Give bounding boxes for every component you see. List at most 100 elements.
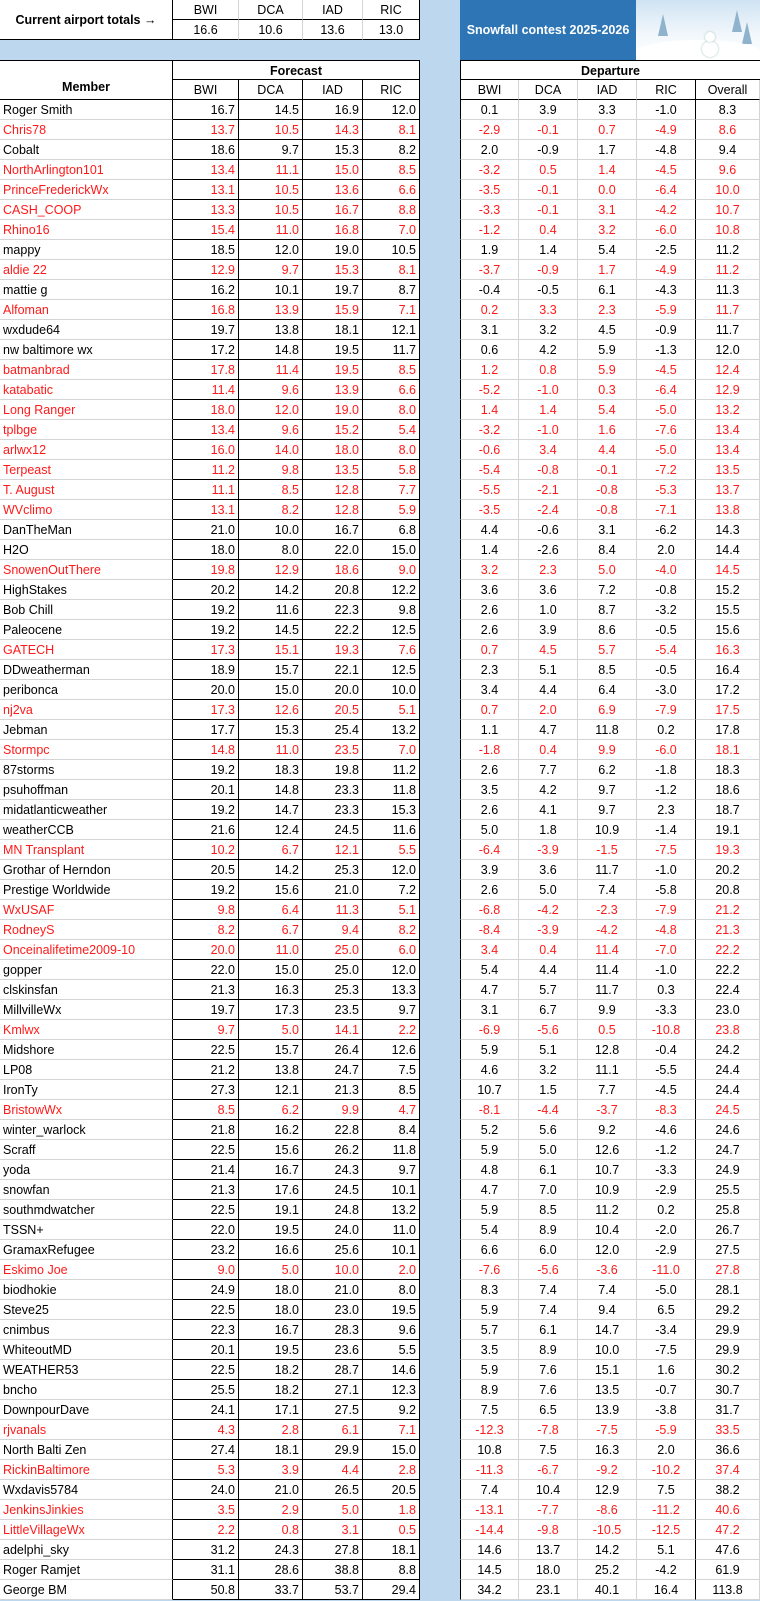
- departure-cell[interactable]: -3.3: [637, 1160, 696, 1180]
- member-name[interactable]: Paleocene: [0, 620, 173, 640]
- departure-cell[interactable]: -2.9: [637, 1240, 696, 1260]
- departure-cell[interactable]: -3.2: [460, 160, 519, 180]
- forecast-cell[interactable]: 19.7: [173, 1000, 239, 1020]
- member-name[interactable]: Jebman: [0, 720, 173, 740]
- departure-cell[interactable]: 6.4: [578, 680, 637, 700]
- departure-cell[interactable]: 1.8: [519, 820, 578, 840]
- member-name[interactable]: nj2va: [0, 700, 173, 720]
- forecast-cell[interactable]: 2.8: [239, 1420, 303, 1440]
- departure-cell[interactable]: -7.7: [519, 1500, 578, 1520]
- forecast-cell[interactable]: 8.0: [239, 540, 303, 560]
- forecast-cell[interactable]: 19.1: [239, 1200, 303, 1220]
- departure-cell[interactable]: 0.7: [460, 700, 519, 720]
- forecast-cell[interactable]: 18.0: [303, 440, 363, 460]
- forecast-cell[interactable]: 3.5: [173, 1500, 239, 1520]
- overall-cell[interactable]: 11.7: [696, 300, 760, 320]
- departure-cell[interactable]: -3.9: [519, 920, 578, 940]
- forecast-cell[interactable]: 21.0: [303, 1280, 363, 1300]
- departure-cell[interactable]: 3.3: [578, 100, 637, 120]
- forecast-cell[interactable]: 13.6: [303, 180, 363, 200]
- forecast-cell[interactable]: 13.5: [303, 460, 363, 480]
- overall-cell[interactable]: 18.6: [696, 780, 760, 800]
- member-name[interactable]: MillvilleWx: [0, 1000, 173, 1020]
- departure-cell[interactable]: -8.1: [460, 1100, 519, 1120]
- forecast-cell[interactable]: 24.9: [173, 1280, 239, 1300]
- member-name[interactable]: RickinBaltimore: [0, 1460, 173, 1480]
- forecast-cell[interactable]: 9.8: [239, 460, 303, 480]
- member-name[interactable]: Midshore: [0, 1040, 173, 1060]
- forecast-cell[interactable]: 3.1: [303, 1520, 363, 1540]
- forecast-cell[interactable]: 13.1: [173, 180, 239, 200]
- forecast-cell[interactable]: 19.5: [303, 340, 363, 360]
- forecast-cell[interactable]: 9.7: [173, 1020, 239, 1040]
- departure-cell[interactable]: 8.7: [578, 600, 637, 620]
- departure-cell[interactable]: 1.2: [460, 360, 519, 380]
- overall-cell[interactable]: 40.6: [696, 1500, 760, 1520]
- departure-cell[interactable]: 5.9: [460, 1300, 519, 1320]
- departure-cell[interactable]: 1.4: [578, 160, 637, 180]
- departure-cell[interactable]: -0.1: [578, 460, 637, 480]
- forecast-cell[interactable]: 8.0: [363, 1280, 420, 1300]
- forecast-cell[interactable]: 5.0: [239, 1260, 303, 1280]
- departure-cell[interactable]: 2.6: [460, 800, 519, 820]
- departure-cell[interactable]: -11.3: [460, 1460, 519, 1480]
- forecast-cell[interactable]: 15.9: [303, 300, 363, 320]
- departure-cell[interactable]: 2.3: [460, 660, 519, 680]
- forecast-cell[interactable]: 17.2: [173, 340, 239, 360]
- forecast-cell[interactable]: 11.6: [363, 820, 420, 840]
- overall-cell[interactable]: 17.5: [696, 700, 760, 720]
- departure-cell[interactable]: 6.9: [578, 700, 637, 720]
- forecast-cell[interactable]: 7.2: [363, 880, 420, 900]
- departure-cell[interactable]: 1.4: [460, 540, 519, 560]
- departure-cell[interactable]: 3.5: [460, 780, 519, 800]
- member-name[interactable]: Kmlwx: [0, 1020, 173, 1040]
- departure-cell[interactable]: -7.5: [637, 840, 696, 860]
- departure-cell[interactable]: -11.0: [637, 1260, 696, 1280]
- overall-cell[interactable]: 24.9: [696, 1160, 760, 1180]
- forecast-cell[interactable]: 9.4: [303, 920, 363, 940]
- departure-cell[interactable]: -1.8: [637, 760, 696, 780]
- departure-cell[interactable]: 0.7: [460, 640, 519, 660]
- member-name[interactable]: DDweatherman: [0, 660, 173, 680]
- forecast-cell[interactable]: 11.2: [173, 460, 239, 480]
- departure-cell[interactable]: 5.9: [460, 1200, 519, 1220]
- forecast-cell[interactable]: 11.4: [173, 380, 239, 400]
- member-name[interactable]: Roger Ramjet: [0, 1560, 173, 1580]
- forecast-cell[interactable]: 1.8: [363, 1500, 420, 1520]
- forecast-cell[interactable]: 18.6: [173, 140, 239, 160]
- forecast-cell[interactable]: 21.2: [173, 1060, 239, 1080]
- departure-cell[interactable]: -4.8: [637, 920, 696, 940]
- member-name[interactable]: weatherCCB: [0, 820, 173, 840]
- departure-cell[interactable]: 5.9: [460, 1360, 519, 1380]
- departure-cell[interactable]: 5.7: [519, 980, 578, 1000]
- overall-cell[interactable]: 13.7: [696, 480, 760, 500]
- overall-cell[interactable]: 29.9: [696, 1340, 760, 1360]
- forecast-cell[interactable]: 8.2: [173, 920, 239, 940]
- forecast-cell[interactable]: 12.0: [239, 240, 303, 260]
- forecast-cell[interactable]: 5.5: [363, 840, 420, 860]
- departure-cell[interactable]: -1.4: [637, 820, 696, 840]
- departure-cell[interactable]: 2.6: [460, 880, 519, 900]
- departure-cell[interactable]: 10.7: [578, 1160, 637, 1180]
- forecast-cell[interactable]: 22.3: [173, 1320, 239, 1340]
- departure-cell[interactable]: 5.7: [578, 640, 637, 660]
- forecast-cell[interactable]: 20.2: [173, 580, 239, 600]
- departure-cell[interactable]: -5.0: [637, 1280, 696, 1300]
- forecast-cell[interactable]: 13.1: [173, 500, 239, 520]
- member-header[interactable]: Member: [0, 60, 173, 100]
- departure-cell[interactable]: 6.1: [519, 1160, 578, 1180]
- forecast-cell[interactable]: 6.6: [363, 180, 420, 200]
- forecast-cell[interactable]: 9.0: [173, 1260, 239, 1280]
- departure-cell[interactable]: 3.6: [519, 860, 578, 880]
- departure-cell[interactable]: 0.3: [637, 980, 696, 1000]
- departure-cell[interactable]: 11.2: [578, 1200, 637, 1220]
- forecast-cell[interactable]: 13.8: [239, 1060, 303, 1080]
- departure-cell[interactable]: -0.4: [637, 1040, 696, 1060]
- departure-cell[interactable]: -2.9: [637, 1180, 696, 1200]
- departure-col-header[interactable]: DCA: [519, 80, 578, 100]
- departure-cell[interactable]: -2.0: [637, 1220, 696, 1240]
- departure-cell[interactable]: -0.4: [460, 280, 519, 300]
- overall-cell[interactable]: 8.6: [696, 120, 760, 140]
- departure-cell[interactable]: -2.9: [460, 120, 519, 140]
- forecast-cell[interactable]: 16.7: [173, 100, 239, 120]
